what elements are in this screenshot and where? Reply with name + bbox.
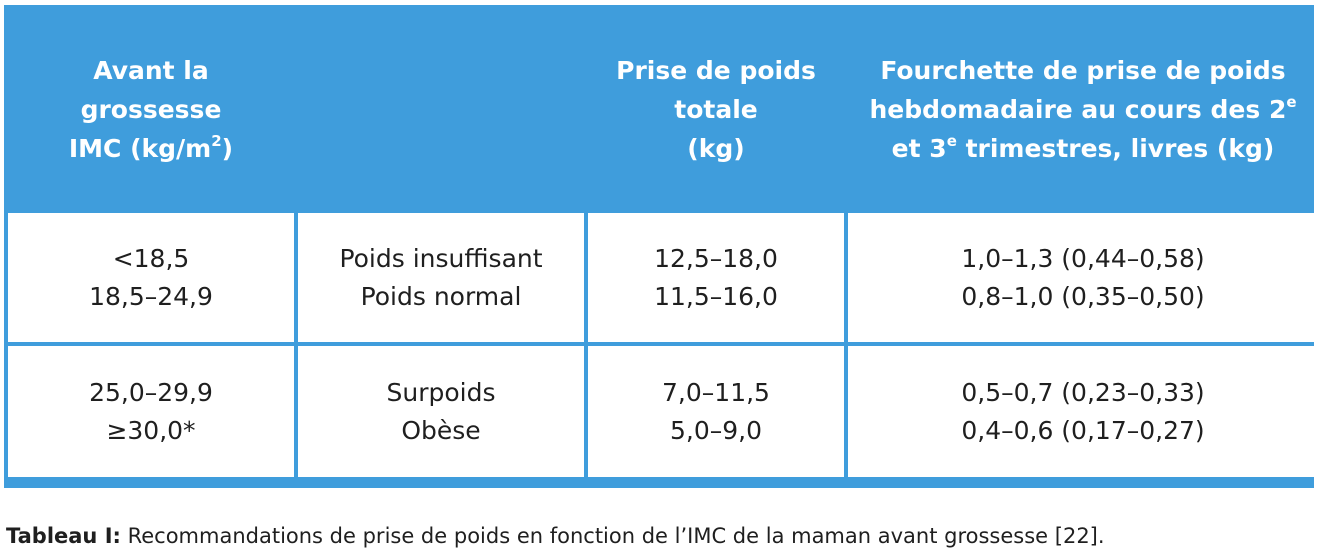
header-weekly-line3a: et 3 <box>891 133 947 163</box>
header-total-line1: Prise de poids <box>616 55 816 85</box>
header-imc-line1: Avant la <box>93 55 209 85</box>
row1-total-a: 12,5–18,0 <box>654 243 778 273</box>
row2-imc-a: 25,0–29,9 <box>89 377 213 407</box>
row1-category-b: Poids normal <box>360 281 522 311</box>
header-imc-exponent: 2 <box>211 131 222 150</box>
header-weekly-line2: hebdomadaire au cours des 2 <box>869 94 1287 124</box>
caption-text: Recommandations de prise de poids en fon… <box>120 524 1105 548</box>
weight-gain-table: Avant la grossesse IMC (kg/m2) Prise de … <box>4 5 1318 488</box>
row1-weekly-cell: 1,0–1,3 (0,44–0,58) 0,8–1,0 (0,35–0,50) <box>848 213 1318 342</box>
header-weekly-line3b: trimestres, livres (kg) <box>956 133 1275 163</box>
row2-imc-b: ≥30,0* <box>106 415 196 445</box>
header-total-line2: totale <box>674 94 758 124</box>
header-weekly-line1: Fourchette de prise de poids <box>880 55 1286 85</box>
row1-weekly-b: 0,8–1,0 (0,35–0,50) <box>961 281 1205 311</box>
table-caption: Tableau I: Recommandations de prise de p… <box>6 524 1105 548</box>
header-imc-line2: grossesse <box>80 94 222 124</box>
row1-weekly-a: 1,0–1,3 (0,44–0,58) <box>961 243 1205 273</box>
row1-category-a: Poids insuffisant <box>339 243 543 273</box>
header-total-line3: (kg) <box>687 133 745 163</box>
row1-imc-a: <18,5 <box>112 243 190 273</box>
header-total-gain: Prise de poids totale (kg) <box>588 9 844 209</box>
row2-total-a: 7,0–11,5 <box>662 377 770 407</box>
row2-category-b: Obèse <box>401 415 481 445</box>
header-weekly-sup3: e <box>946 131 957 150</box>
row1-imc-cell: <18,5 18,5–24,9 <box>8 213 294 342</box>
row2-category-a: Surpoids <box>386 377 496 407</box>
caption-label: Tableau I: <box>6 524 121 548</box>
row2-weekly-cell: 0,5–0,7 (0,23–0,33) 0,4–0,6 (0,17–0,27) <box>848 346 1318 477</box>
row1-category-cell: Poids insuffisant Poids normal <box>298 213 584 342</box>
header-weekly-sup2: e <box>1286 92 1297 111</box>
row1-imc-b: 18,5–24,9 <box>89 281 213 311</box>
header-imc-line3: IMC (kg/m <box>68 133 212 163</box>
row2-total-b: 5,0–9,0 <box>669 415 763 445</box>
row2-imc-cell: 25,0–29,9 ≥30,0* <box>8 346 294 477</box>
header-category <box>298 9 584 209</box>
header-imc-suffix: ) <box>221 133 234 163</box>
row1-total-cell: 12,5–18,0 11,5–16,0 <box>588 213 844 342</box>
header-weekly-range: Fourchette de prise de poids hebdomadair… <box>848 9 1318 209</box>
row2-weekly-a: 0,5–0,7 (0,23–0,33) <box>961 377 1205 407</box>
row1-total-b: 11,5–16,0 <box>654 281 778 311</box>
row2-weekly-b: 0,4–0,6 (0,17–0,27) <box>961 415 1205 445</box>
header-imc: Avant la grossesse IMC (kg/m2) <box>8 9 294 209</box>
row2-category-cell: Surpoids Obèse <box>298 346 584 477</box>
row2-total-cell: 7,0–11,5 5,0–9,0 <box>588 346 844 477</box>
